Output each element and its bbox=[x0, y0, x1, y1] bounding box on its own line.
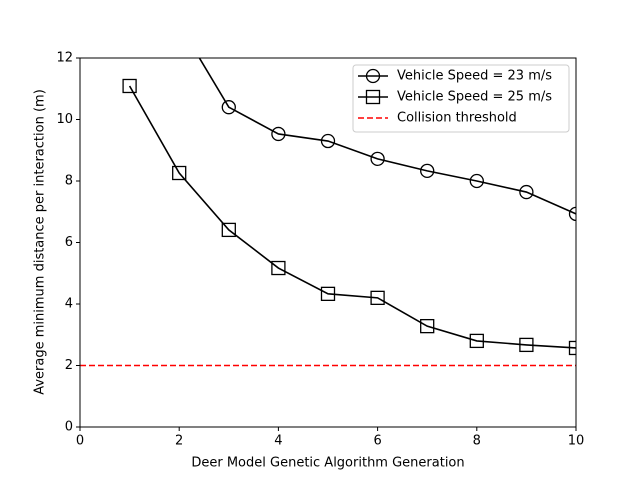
marker bbox=[469, 173, 484, 189]
marker bbox=[271, 260, 286, 276]
legend-label: Collision threshold bbox=[397, 111, 517, 126]
marker bbox=[271, 126, 286, 142]
x-tick-label: 8 bbox=[473, 434, 481, 449]
marker bbox=[320, 133, 336, 149]
y-axis-label: Average minimum distance per interaction… bbox=[33, 89, 48, 395]
marker bbox=[320, 286, 336, 302]
marker bbox=[469, 333, 484, 349]
legend-marker bbox=[365, 68, 381, 84]
x-axis-label: Deer Model Genetic Algorithm Generation bbox=[191, 456, 464, 471]
y-tick-label: 8 bbox=[65, 174, 73, 189]
legend: Vehicle Speed = 23 m/s Vehicle Speed = 25… bbox=[352, 64, 570, 133]
legend-label: Vehicle Speed = 23 m/s bbox=[397, 69, 552, 84]
series-line bbox=[128, 85, 576, 349]
y-tick-label: 4 bbox=[65, 297, 73, 312]
series-line bbox=[198, 58, 576, 215]
marker bbox=[420, 318, 435, 334]
y-tick-label: 0 bbox=[65, 420, 73, 435]
marker bbox=[221, 222, 236, 238]
marker bbox=[221, 100, 236, 115]
legend-box bbox=[352, 64, 570, 133]
y-tick-label: 10 bbox=[56, 112, 73, 127]
y-tick-label: 12 bbox=[56, 51, 73, 66]
x-tick-label: 6 bbox=[373, 434, 381, 449]
marker bbox=[420, 163, 435, 179]
series-layer bbox=[80, 18, 576, 367]
marker bbox=[370, 290, 385, 306]
legend-label: Vehicle Speed = 25 m/s bbox=[397, 90, 552, 105]
x-tick-label: 4 bbox=[274, 434, 282, 449]
marker bbox=[568, 206, 576, 222]
marker bbox=[172, 165, 187, 181]
marker bbox=[519, 337, 534, 353]
marker bbox=[173, 18, 186, 31]
marker bbox=[519, 184, 534, 200]
marker bbox=[122, 78, 137, 94]
y-tick-label: 6 bbox=[65, 235, 73, 250]
x-tick-label: 2 bbox=[175, 434, 183, 449]
y-tick-label: 2 bbox=[65, 358, 73, 373]
legend-marker bbox=[365, 89, 381, 105]
plot-frame bbox=[79, 57, 577, 428]
x-tick-label: 10 bbox=[568, 434, 585, 449]
x-tick-label: 0 bbox=[76, 434, 84, 449]
marker bbox=[568, 340, 576, 356]
marker bbox=[370, 151, 385, 167]
